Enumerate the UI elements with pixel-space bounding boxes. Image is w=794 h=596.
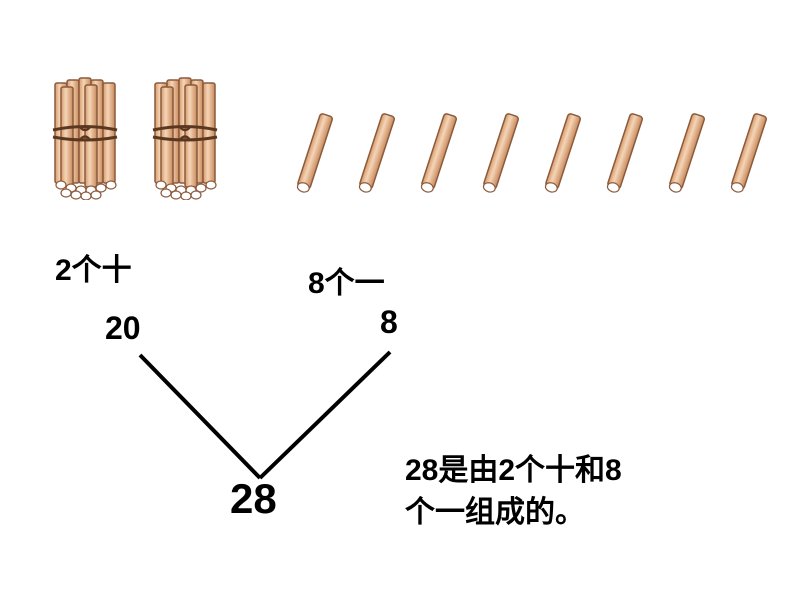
- explanation-line1: 28是由2个十和8: [405, 454, 622, 487]
- single-stick: [414, 109, 462, 197]
- single-stick: [290, 109, 338, 197]
- stick-bundle: [145, 75, 233, 200]
- single-stick: [538, 109, 586, 197]
- label-ones: 8个一: [308, 258, 385, 302]
- explanation-line2: 个一组成的。: [405, 496, 585, 529]
- value-ones: 8: [380, 304, 398, 341]
- single-stick: [662, 109, 710, 197]
- sticks-illustration: [45, 75, 772, 200]
- value-total: 28: [230, 475, 277, 523]
- label-tens: 2个十: [55, 245, 132, 289]
- single-stick: [724, 109, 772, 197]
- single-stick: [600, 109, 648, 197]
- single-sticks-group: [290, 79, 772, 197]
- combine-lines: [110, 340, 410, 490]
- explanation-text: 28是由2个十和8 个一组成的。: [405, 450, 755, 534]
- single-stick: [352, 109, 400, 197]
- single-stick: [476, 109, 524, 197]
- stick-bundle: [45, 75, 133, 200]
